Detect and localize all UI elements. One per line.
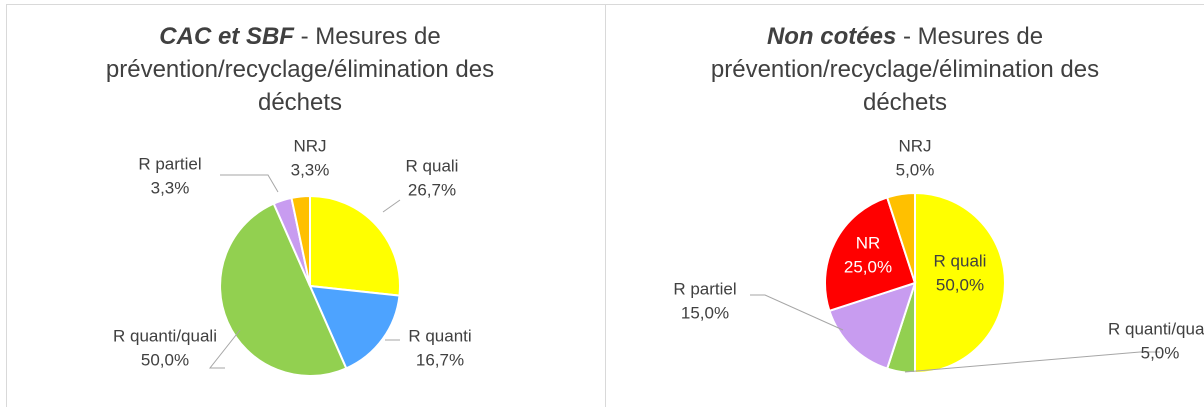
leader-line <box>220 174 279 193</box>
slice-value-label: 5,0% <box>896 160 935 179</box>
pie-slice <box>309 194 401 297</box>
slice-value-label: 50,0% <box>141 350 189 369</box>
leader-line <box>750 294 844 331</box>
slice-value-label: 50,0% <box>936 275 984 294</box>
slice-label: R partiel <box>138 154 201 173</box>
title-text: - Mesures de prévention/recyclage/élimin… <box>105 23 495 116</box>
pie-slice <box>219 202 348 377</box>
title-emphasis: Non cotées <box>766 23 897 50</box>
leader-line <box>382 199 401 213</box>
leader-line <box>208 329 241 369</box>
slice-label: R quanti/quali <box>113 326 217 345</box>
slice-value-label: 26,7% <box>408 180 456 199</box>
pie-slice <box>308 284 401 370</box>
slice-label: R partiel <box>673 279 736 298</box>
chart-title: Non cotées - Mesures de prévention/recyc… <box>695 20 1115 119</box>
leader-line <box>904 351 1160 373</box>
slice-label: NR <box>856 233 881 252</box>
slice-value-label: 3,3% <box>291 160 330 179</box>
slice-value-label: 25,0% <box>844 257 892 276</box>
slice-label: R quanti/quali <box>1108 319 1204 338</box>
slice-value-label: 16,7% <box>416 350 464 369</box>
pie-slice <box>824 196 917 313</box>
slice-label: NRJ <box>898 136 931 155</box>
pie-slice <box>914 191 1006 375</box>
title-emphasis: CAC et SBF <box>159 23 294 50</box>
slice-value-label: 15,0% <box>681 303 729 322</box>
slice-label: R quali <box>406 156 459 175</box>
slice-label: R quanti <box>408 326 471 345</box>
pie-slice <box>885 191 916 284</box>
chart-panel <box>605 4 1204 407</box>
slice-label: NRJ <box>293 136 326 155</box>
slice-label: R quali <box>934 251 987 270</box>
chart-title: CAC et SBF - Mesures de prévention/recyc… <box>90 20 510 119</box>
pie-slice <box>290 194 311 287</box>
slice-value-label: 5,0% <box>1141 343 1180 362</box>
slice-value-label: 3,3% <box>151 178 190 197</box>
title-text: - Mesures de prévention/recyclage/élimin… <box>710 23 1100 116</box>
